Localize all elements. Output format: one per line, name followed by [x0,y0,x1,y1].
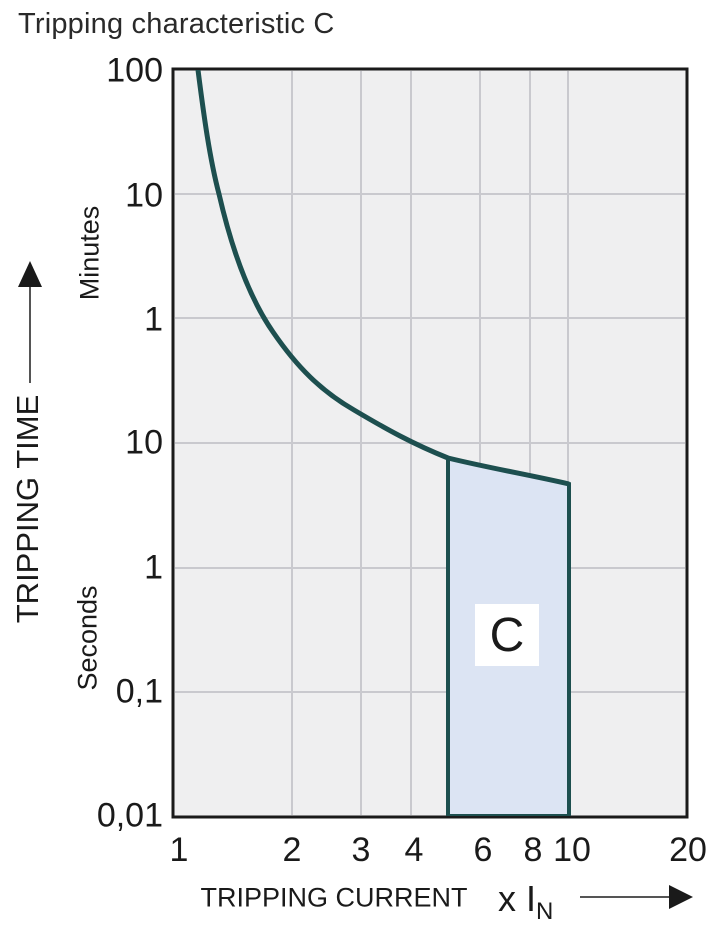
x-tick-10: 10 [553,831,591,869]
y-unit-seconds: Seconds [72,585,103,691]
x-axis-title: TRIPPING CURRENT [200,882,468,913]
y-tick-100min: 100 [106,51,163,90]
x-axis-arrow-icon [580,885,693,909]
x-tick-1: 1 [169,831,189,869]
tripping-curve [195,70,570,487]
x-tick-8: 8 [523,831,543,869]
y-tick-1min: 1 [144,300,163,339]
c-region-label: C [475,604,539,666]
x-tick-2: 2 [282,831,302,869]
y-axis-title: TRIPPING TIME [10,394,45,624]
x-tick-20: 20 [669,831,707,869]
x-tick-6: 6 [473,831,493,869]
y-tick-0p01s: 0,01 [96,796,163,835]
y-tick-1s: 1 [144,548,163,587]
x-tick-3: 3 [351,831,371,869]
y-unit-minutes: Minutes [74,205,105,301]
y-axis-arrow-icon [18,261,42,383]
y-tick-10min: 10 [125,176,163,215]
x-tick-4: 4 [404,831,424,869]
x-axis-unit: x IN [498,878,553,926]
x-axis-unit-subscript: N [536,898,554,925]
y-tick-0p1s: 0,1 [115,672,163,711]
chart-title: Tripping characteristic C [18,8,335,40]
y-tick-10s: 10 [125,423,163,462]
x-axis-unit-symbol: x I [498,878,537,919]
